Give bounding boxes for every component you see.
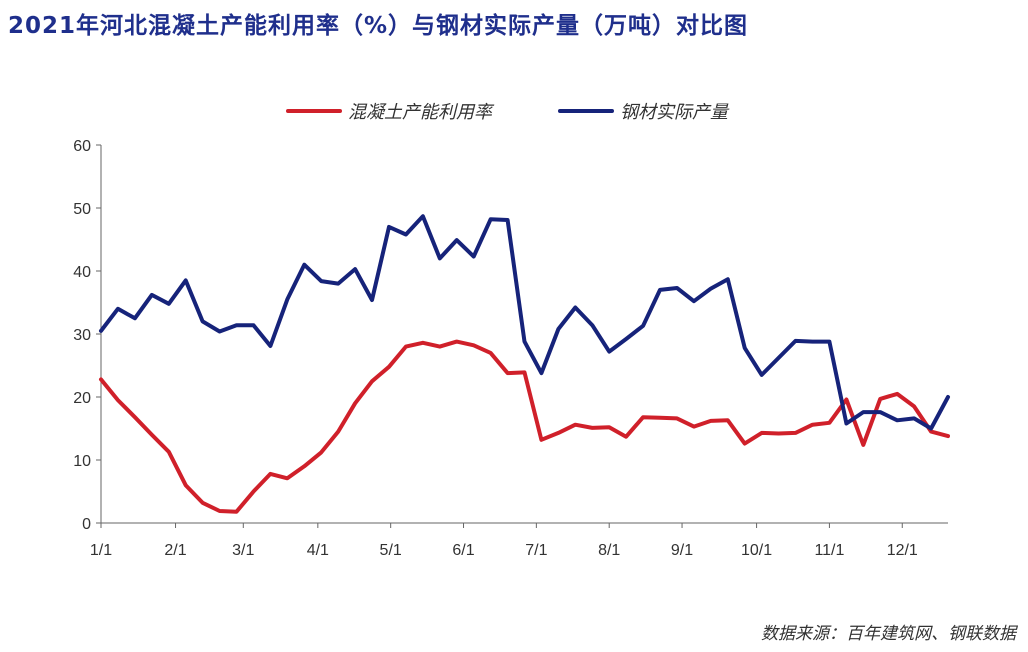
chart-axes: 0 10 20 30 40 50 60 1/1 2/1 3/1 4/1 5/1 6/1 7/1 8/1 9/1… — [73, 138, 948, 559]
x-tick-label: 2/1 — [164, 542, 186, 559]
legend-label-0: 混凝土产能利用率 — [348, 102, 495, 123]
y-tick-label: 10 — [73, 453, 91, 470]
y-tick-label: 0 — [82, 516, 91, 533]
data-source-note: 数据来源：百年建筑网、钢联数据 — [761, 624, 1016, 644]
x-tick-label: 11/1 — [814, 542, 844, 559]
chart-title: 2021年河北混凝土产能利用率（%）与钢材实际产量（万吨）对比图 — [8, 13, 749, 39]
x-tick-label: 8/1 — [598, 542, 620, 559]
x-tick-label: 10/1 — [741, 542, 772, 559]
x-tick-label: 4/1 — [307, 542, 329, 559]
x-tick-label: 1/1 — [90, 542, 112, 559]
legend-label-1: 钢材实际产量 — [620, 102, 730, 123]
y-tick-label: 30 — [73, 327, 91, 344]
series-line-1 — [99, 214, 950, 431]
x-tick-label: 7/1 — [525, 542, 547, 559]
x-tick-label: 6/1 — [452, 542, 474, 559]
x-tick-label: 12/1 — [887, 542, 918, 559]
y-tick-label: 40 — [73, 264, 91, 281]
x-tick-label: 9/1 — [671, 542, 693, 559]
y-tick-label: 20 — [73, 390, 91, 407]
y-tick-label: 50 — [73, 201, 91, 218]
series-line-0 — [99, 339, 950, 514]
x-tick-label: 3/1 — [232, 542, 254, 559]
chart-legend: 混凝土产能利用率 钢材实际产量 — [286, 102, 730, 123]
y-tick-label: 60 — [73, 138, 91, 155]
chart-series — [99, 214, 950, 514]
x-tick-label: 5/1 — [380, 542, 402, 559]
